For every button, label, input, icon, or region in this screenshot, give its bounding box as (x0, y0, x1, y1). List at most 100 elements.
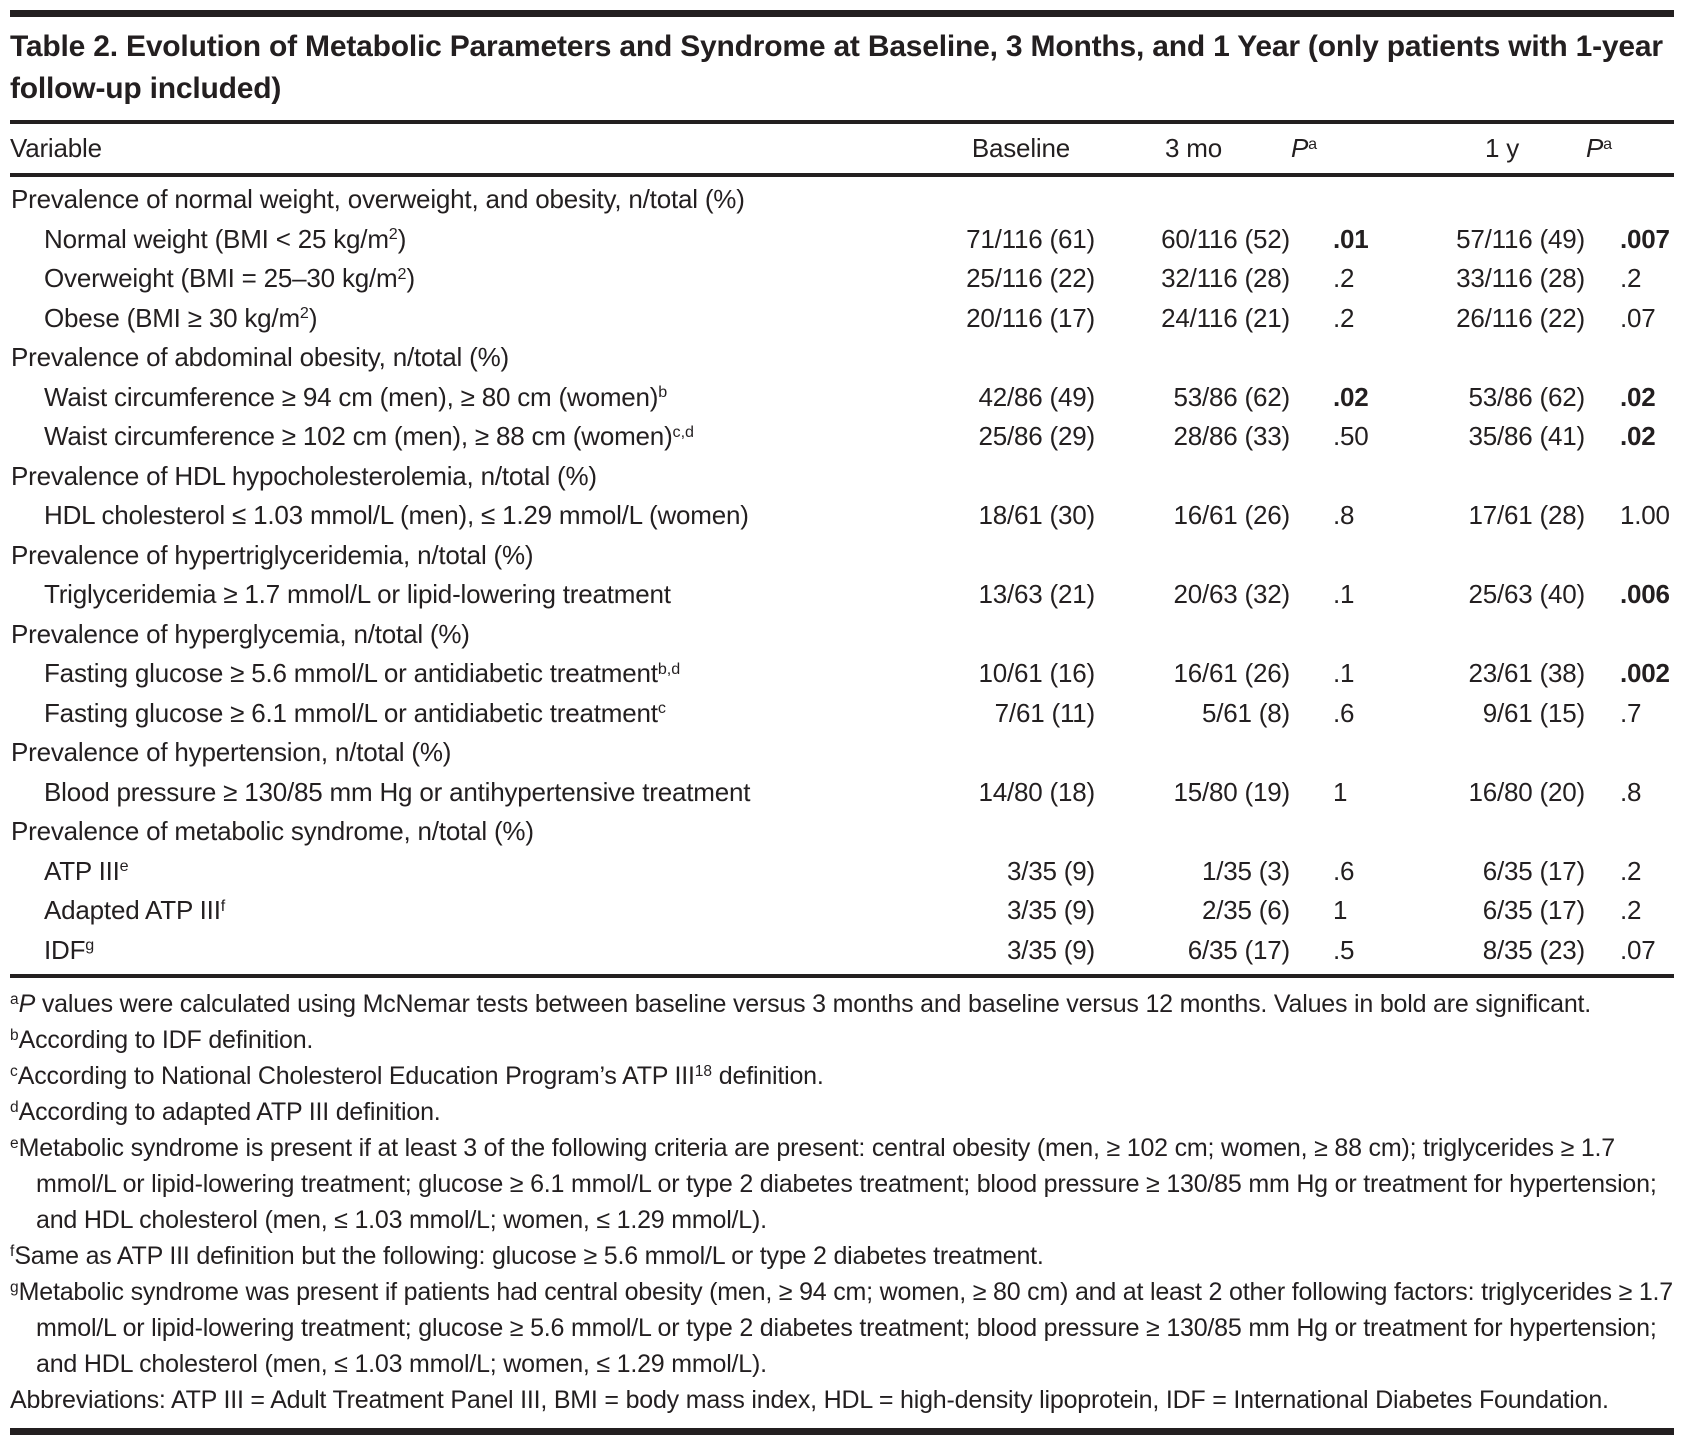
text-segment: definition. (712, 1062, 824, 1090)
value-cell: .07 (1620, 934, 1656, 965)
value-cell (1096, 175, 1291, 220)
value-cell: .2 (1620, 895, 1642, 925)
footnote: fSame as ATP III definition but the foll… (10, 1238, 1674, 1274)
value-cell: .6 (1333, 697, 1355, 728)
row-label: Adapted ATP IIIf (10, 891, 863, 931)
value-cell: .50 (1333, 421, 1369, 451)
section-row: Prevalence of metabolic syndrome, n/tota… (10, 812, 1674, 852)
text-segment: Prevalence of metabolic syndrome, n/tota… (11, 816, 534, 846)
value-cell: 20/63 (32) (1173, 579, 1290, 609)
value-cell: 25/63 (40) (1468, 579, 1585, 609)
value-cell (1418, 175, 1586, 220)
value-cell (1418, 733, 1586, 773)
superscript-marker: g (85, 936, 95, 955)
row-label: Waist circumference ≥ 102 cm (men), ≥ 88… (10, 417, 863, 457)
value-cell (1586, 457, 1674, 497)
value-cell: .02 (1333, 381, 1369, 412)
superscript-marker: b (10, 1027, 19, 1045)
value-cell: .6 (1333, 855, 1355, 886)
text-segment: Waist circumference ≥ 102 cm (men), ≥ 88… (44, 421, 673, 451)
table-row: Fasting glucose ≥ 6.1 mmol/L or antidiab… (10, 694, 1674, 734)
text-segment: Normal weight (BMI < 25 kg/m (44, 223, 389, 254)
value-cell: 26/116 (22) (1456, 302, 1585, 333)
column-header-1y: 1 y (1484, 133, 1520, 163)
value-cell (1418, 812, 1586, 852)
text-segment: Fasting glucose ≥ 5.6 mmol/L or antidiab… (44, 658, 658, 688)
value-cell (1418, 536, 1586, 576)
value-cell: 42/86 (49) (978, 381, 1095, 412)
row-label: Prevalence of HDL hypocholesterolemia, n… (10, 457, 863, 497)
text-segment: Prevalence of HDL hypocholesterolemia, n… (11, 460, 597, 491)
value-cell: 25/86 (29) (978, 421, 1095, 451)
text-segment: According to IDF definition. (18, 1026, 314, 1054)
text-segment: Prevalence of hypertension, n/total (%) (11, 737, 452, 767)
value-cell (863, 536, 1096, 576)
value-cell: 6/35 (17) (1187, 934, 1290, 965)
value-cell: .7 (1620, 697, 1642, 728)
row-label: Blood pressure ≥ 130/85 mm Hg or antihyp… (10, 773, 863, 813)
value-cell: 32/116 (28) (1161, 263, 1290, 293)
column-header-p-1y: Pa (1586, 122, 1674, 175)
row-label: Prevalence of metabolic syndrome, n/tota… (10, 812, 863, 852)
superscript-marker: d (10, 1099, 19, 1117)
table-row: IDFg 3/35 (9) 6/35 (17) .5 8/35 (23) .07 (10, 931, 1674, 977)
footnote: aP values were calculated using McNemar … (10, 986, 1674, 1022)
value-cell: .8 (1620, 776, 1642, 807)
value-cell: .07 (1620, 302, 1656, 333)
value-cell (1291, 457, 1418, 497)
footnote: cAccording to National Cholesterol Educa… (10, 1058, 1674, 1094)
value-cell (1096, 812, 1291, 852)
row-label: Waist circumference ≥ 94 cm (men), ≥ 80 … (10, 378, 863, 418)
value-cell: 1/35 (3) (1201, 855, 1290, 886)
value-cell: 6/35 (17) (1482, 855, 1585, 886)
text-segment: values were calculated using McNemar tes… (35, 990, 1592, 1018)
row-label: Prevalence of abdominal obesity, n/total… (10, 338, 863, 378)
table-title: Table 2. Evolution of Metabolic Paramete… (10, 30, 1663, 105)
value-cell: 25/116 (22) (966, 263, 1095, 293)
row-label: Prevalence of hyperglycemia, n/total (%) (10, 615, 863, 655)
superscript-marker: c,d (672, 422, 695, 441)
value-cell: .8 (1333, 500, 1355, 530)
value-cell (1586, 615, 1674, 655)
value-cell: .01 (1333, 223, 1369, 254)
superscript-marker: e (119, 857, 129, 876)
value-cell (1096, 457, 1291, 497)
value-cell: 16/61 (26) (1173, 500, 1290, 530)
value-cell: .1 (1333, 658, 1355, 688)
column-header-3mo: 3 mo (1164, 133, 1222, 163)
value-cell (1586, 733, 1674, 773)
text-segment: ATP III (44, 855, 120, 886)
table-row: ATP IIIe 3/35 (9) 1/35 (3) .6 6/35 (17) .2 (10, 852, 1674, 892)
text-segment: Prevalence of hypertriglyceridemia, n/to… (11, 539, 534, 570)
row-label: Obese (BMI ≥ 30 kg/m2) (10, 299, 863, 339)
value-cell (863, 175, 1096, 220)
value-cell: .2 (1333, 263, 1355, 293)
text-segment: ) (397, 223, 407, 254)
text-segment: Abbreviations: ATP III = Adult Treatment… (10, 1386, 1609, 1414)
value-cell: 14/80 (18) (978, 776, 1095, 807)
value-cell: .2 (1620, 263, 1642, 293)
value-cell (863, 338, 1096, 378)
text-segment: According to National Cholesterol Educat… (17, 1062, 695, 1090)
row-label: Prevalence of hypertriglyceridemia, n/to… (10, 536, 863, 576)
value-cell (1291, 812, 1418, 852)
text-segment: Obese (BMI ≥ 30 kg/m (44, 302, 300, 333)
bottom-rule (10, 1428, 1674, 1435)
section-row: Prevalence of hypertension, n/total (%) (10, 733, 1674, 773)
p-superscript-a: a (1603, 134, 1613, 153)
superscript-marker: a (10, 991, 19, 1009)
text-segment: Overweight (BMI = 25–30 kg/m (44, 263, 398, 293)
table-row: Overweight (BMI = 25–30 kg/m2) 25/116 (22… (10, 259, 1674, 299)
value-cell: .5 (1333, 934, 1355, 965)
value-cell: 35/86 (41) (1468, 421, 1585, 451)
section-row: Prevalence of abdominal obesity, n/total… (10, 338, 1674, 378)
value-cell (1291, 615, 1418, 655)
value-cell: 8/35 (23) (1482, 934, 1585, 965)
value-cell (863, 457, 1096, 497)
text-segment: Blood pressure ≥ 130/85 mm Hg or antihyp… (44, 776, 751, 807)
table-row: Normal weight (BMI < 25 kg/m2) 71/116 (61… (10, 220, 1674, 260)
table-row: Fasting glucose ≥ 5.6 mmol/L or antidiab… (10, 654, 1674, 694)
value-cell: 15/80 (19) (1173, 776, 1290, 807)
table-row: Triglyceridemia ≥ 1.7 mmol/L or lipid-lo… (10, 575, 1674, 615)
value-cell: .1 (1333, 579, 1355, 609)
